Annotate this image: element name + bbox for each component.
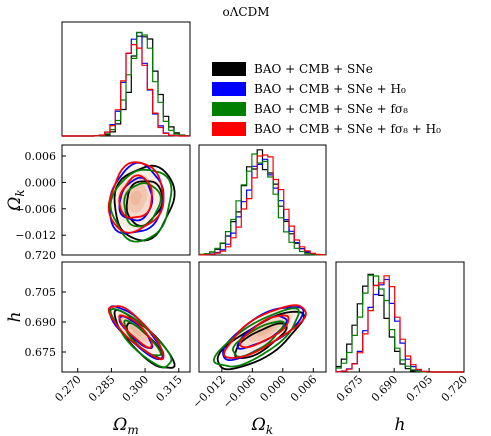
contour-series-0 (216, 310, 306, 371)
contour-panel-Ok-h (198, 261, 327, 373)
hist-series-0 (199, 149, 326, 256)
legend-swatch (212, 122, 246, 136)
density-shade (130, 325, 142, 337)
contour-series-3 (238, 314, 290, 349)
x-label-Ok: Ωk (251, 415, 273, 436)
hist-series-2 (199, 153, 326, 256)
contour-series-3 (107, 305, 165, 361)
contour-panel-Om-Ok (61, 144, 191, 256)
panel-frame (61, 144, 191, 256)
x-tick-label: 0.285 (86, 373, 117, 404)
contour-series-3 (118, 314, 153, 349)
panel-frame (335, 261, 465, 373)
y-tick-label: −0.012 (15, 229, 56, 242)
contour-series-3 (107, 161, 165, 234)
contour-panel-Om-h (61, 261, 191, 373)
y-tick-label: 0.000 (25, 176, 57, 189)
x-tick-label: 0.006 (288, 373, 319, 404)
x-tick-label: 0.705 (404, 373, 435, 404)
y-tick-label: 0.720 (25, 249, 57, 262)
x-tick-label: 0.300 (120, 373, 151, 404)
hist-series-1 (199, 158, 326, 256)
panel-frame (198, 144, 327, 256)
legend-swatch (212, 62, 246, 76)
x-tick-label: −0.006 (220, 373, 258, 411)
x-tick-label: 0.720 (439, 373, 470, 404)
x-label-h: h (395, 415, 406, 435)
hist-series-3 (336, 275, 464, 373)
x-tick-label: 0.690 (369, 373, 400, 404)
contour-series-3 (118, 174, 153, 219)
panels (61, 21, 465, 373)
x-tick-label: 0.315 (153, 373, 184, 404)
hist-series-3 (62, 44, 190, 137)
hist-panel-Om (61, 21, 191, 137)
density-shade (256, 325, 274, 337)
x-tick-label: 0.270 (52, 373, 83, 404)
legend-label: BAO + CMB + SNe + H₀ (254, 82, 406, 96)
y-tick-label: 0.006 (25, 150, 57, 163)
y-label-h: h (5, 312, 25, 323)
legend-label: BAO + CMB + SNe + fσ₈ (254, 102, 408, 116)
density-shade (125, 183, 148, 213)
hist-series-2 (62, 31, 190, 137)
hist-panel-h (335, 261, 465, 373)
density-shade (130, 190, 142, 206)
y-tick-label: −0.006 (15, 203, 56, 216)
axis-labels: 0.270 0.285 0.300 0.315 −0.012−0.006 0.000 0.0… (5, 150, 470, 436)
hist-series-3 (199, 154, 326, 256)
y-tick-label: 0.705 (25, 286, 57, 299)
contour-series-2 (231, 320, 286, 358)
contour-series-2 (212, 307, 300, 368)
legend-swatch (212, 82, 246, 96)
x-tick-label: 0.000 (257, 373, 288, 404)
y-tick-label: 0.690 (25, 316, 57, 329)
legend: BAO + CMB + SNe BAO + CMB + SNe + H₀ BAO +… (212, 62, 441, 136)
y-tick-label: 0.675 (25, 346, 57, 359)
panel-frame (61, 261, 191, 373)
x-label-Om: Ωm (112, 415, 139, 436)
y-label-Ok: Ωk (5, 189, 27, 211)
chart-title: oΛCDM (223, 5, 270, 19)
legend-swatch (212, 102, 246, 116)
density-shade (125, 319, 148, 342)
x-tick-label: 0.675 (334, 373, 365, 404)
contour-series-3 (223, 304, 307, 359)
legend-label: BAO + CMB + SNe + fσ₈ + H₀ (254, 122, 441, 136)
legend-label: BAO + CMB + SNe (254, 62, 373, 76)
hist-panel-Ok (198, 144, 327, 256)
x-tick-label: −0.012 (190, 373, 228, 411)
panel-frame (61, 21, 191, 137)
panel-frame (198, 261, 327, 373)
